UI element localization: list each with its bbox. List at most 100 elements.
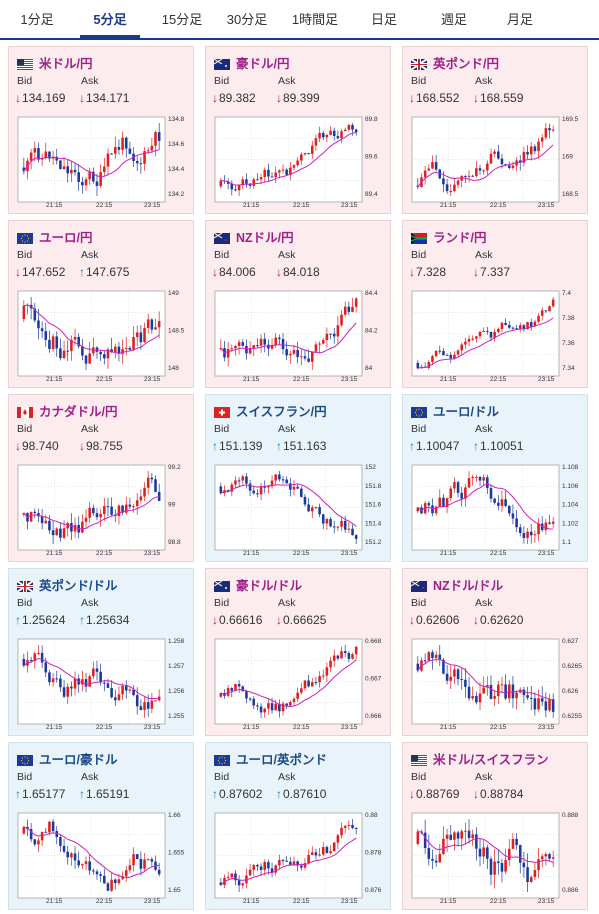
pair-name[interactable]: 豪ドル/円 <box>236 56 290 71</box>
rate-card[interactable]: スイスフラン/円 Bid Ask ↑151.139 ↑151.163 152 151.8 15… <box>205 394 391 562</box>
tab-日足[interactable]: 日足 <box>370 12 397 27</box>
y-tick-label: 0.667 <box>365 676 382 683</box>
tab-月足[interactable]: 月足 <box>506 12 533 27</box>
bid-label: Bid <box>17 597 33 609</box>
x-tick-label: 22:15 <box>96 202 113 209</box>
rate-card[interactable]: 豪ドル/円 Bid Ask ↓89.382 ↓89.399 89.8 89.6 89.4 21:… <box>205 46 391 214</box>
ask-value-text: 0.87610 <box>283 787 327 801</box>
ask-value: ↓0.88784 <box>473 787 523 801</box>
rate-card[interactable]: NZドル/円 Bid Ask ↓84.006 ↓84.018 84.4 84.2 84 21:1… <box>205 220 391 388</box>
ask-value: ↑147.675 <box>79 265 129 279</box>
pair-name[interactable]: ユーロ/豪ドル <box>39 752 118 767</box>
y-tick-label: 0.6265 <box>562 663 582 670</box>
mini-candlestick-chart[interactable]: 0.627 0.6265 0.626 0.6255 21:15 22:15 23:15 <box>410 633 582 731</box>
x-tick-label: 23:15 <box>341 898 358 905</box>
x-tick-label: 23:15 <box>144 898 161 905</box>
pair-name[interactable]: 英ポンド/ドル <box>39 578 118 593</box>
pair-name[interactable]: ユーロ/ドル <box>433 404 499 419</box>
pair-name[interactable]: 米ドル/スイスフラン <box>433 752 549 767</box>
bid-value: ↓147.652 <box>15 265 65 279</box>
ask-label: Ask <box>278 771 296 783</box>
x-tick-label: 22:15 <box>490 376 507 383</box>
pair-name[interactable]: ユーロ/英ポンド <box>236 752 327 767</box>
mini-candlestick-chart[interactable]: 1.108 1.106 1.104 1.102 1.1 21:15 22:15 23:15 <box>410 459 582 557</box>
ch-flag-icon <box>214 405 230 418</box>
y-tick-label: 0.886 <box>562 887 579 894</box>
arrow-down-icon: ↓ <box>15 439 21 453</box>
ask-value-text: 0.62620 <box>480 613 524 627</box>
tab-1時間足[interactable]: 1時間足 <box>291 12 339 27</box>
ask-value: ↓89.399 <box>276 91 320 105</box>
pair-name[interactable]: ユーロ/円 <box>39 230 93 245</box>
pair-name[interactable]: NZドル/円 <box>236 230 294 245</box>
mini-candlestick-chart[interactable]: 1.258 1.257 1.256 1.255 21:15 22:15 23:15 <box>16 633 188 731</box>
ask-label: Ask <box>81 75 99 87</box>
mini-candlestick-chart[interactable]: 89.8 89.6 89.4 21:15 22:15 23:15 <box>213 111 385 209</box>
x-tick-label: 22:15 <box>293 898 310 905</box>
ask-label: Ask <box>81 423 99 435</box>
y-tick-label: 99.2 <box>168 464 181 471</box>
rate-card[interactable]: ユーロ/英ポンド Bid Ask ↑0.87602 ↑0.87610 0.88 0.878 0… <box>205 742 391 910</box>
x-tick-label: 22:15 <box>293 550 310 557</box>
rate-card[interactable]: 米ドル/スイスフラン Bid Ask ↓0.88769 ↓0.88784 0.888 0.8… <box>402 742 588 910</box>
y-tick-label: 1.256 <box>168 688 185 695</box>
rate-card[interactable]: カナダドル/円 Bid Ask ↓98.740 ↓98.755 99.2 99 98.8 21:… <box>8 394 194 562</box>
y-tick-label: 1.108 <box>562 464 579 471</box>
mini-candlestick-chart[interactable]: 1.66 1.655 1.65 21:15 22:15 23:15 <box>16 807 188 905</box>
x-tick-label: 23:15 <box>538 724 555 731</box>
mini-candlestick-chart[interactable]: 0.88 0.878 0.876 21:15 22:15 23:15 <box>213 807 385 905</box>
arrow-up-icon: ↑ <box>409 439 415 453</box>
rate-card[interactable]: ユーロ/ドル Bid Ask ↑1.10047 ↑1.10051 1.108 1.106 1.… <box>402 394 588 562</box>
pair-name[interactable]: NZドル/ドル <box>433 578 504 593</box>
mini-candlestick-chart[interactable]: 169.5 169 168.5 21:15 22:15 23:15 <box>410 111 582 209</box>
bid-label: Bid <box>214 249 230 261</box>
rate-card[interactable]: ランド/円 Bid Ask ↓7.328 ↓7.337 7.4 7.38 7.36 7.34 21… <box>402 220 588 388</box>
eu-flag-icon <box>214 753 230 766</box>
pair-name[interactable]: 豪ドル/ドル <box>236 578 302 593</box>
tab-1分足[interactable]: 1分足 <box>20 12 54 27</box>
ask-value-text: 89.399 <box>283 91 320 105</box>
y-tick-label: 1.66 <box>168 812 181 819</box>
mini-candlestick-chart[interactable]: 7.4 7.38 7.36 7.34 21:15 22:15 23:15 <box>410 285 582 383</box>
tab-週足[interactable]: 週足 <box>440 12 467 27</box>
pair-name[interactable]: ランド/円 <box>433 230 487 245</box>
rate-card[interactable]: 豪ドル/ドル Bid Ask ↓0.66616 ↓0.66625 0.668 0.667 0.… <box>205 568 391 736</box>
mini-candlestick-chart[interactable]: 99.2 99 98.8 21:15 22:15 23:15 <box>16 459 188 557</box>
arrow-down-icon: ↓ <box>79 91 85 105</box>
tab-30分足[interactable]: 30分足 <box>226 12 268 27</box>
y-tick-label: 7.4 <box>562 290 571 297</box>
bid-label: Bid <box>214 771 230 783</box>
ask-value-text: 1.10051 <box>480 439 524 453</box>
rate-card[interactable]: ユーロ/円 Bid Ask ↓147.652 ↑147.675 149 148.5 148 21… <box>8 220 194 388</box>
pair-name[interactable]: 米ドル/円 <box>39 56 93 71</box>
mini-candlestick-chart[interactable]: 152 151.8 151.6 151.4 151.2 21:15 22:15 23:15 <box>213 459 385 557</box>
pair-name[interactable]: カナダドル/円 <box>39 404 118 419</box>
bid-value-text: 0.62606 <box>416 613 460 627</box>
card-header: カナダドル/円 <box>17 401 117 419</box>
mini-candlestick-chart[interactable]: 0.668 0.667 0.666 21:15 22:15 23:15 <box>213 633 385 731</box>
rate-card[interactable]: 英ポンド/ドル Bid Ask ↑1.25624 ↑1.25634 1.258 1.257 1… <box>8 568 194 736</box>
ask-value: ↓84.018 <box>276 265 320 279</box>
bid-value: ↓7.328 <box>409 265 446 279</box>
ask-label: Ask <box>81 597 99 609</box>
mini-candlestick-chart[interactable]: 134.8 134.6 134.4 134.2 21:15 22:15 23:15 <box>16 111 188 209</box>
tab-5分足[interactable]: 5分足 <box>80 0 140 38</box>
arrow-up-icon: ↑ <box>15 613 21 627</box>
mini-candlestick-chart[interactable]: 84.4 84.2 84 21:15 22:15 23:15 <box>213 285 385 383</box>
rate-card[interactable]: 米ドル/円 Bid Ask ↓134.169 ↓134.171 134.8 134.6 134… <box>8 46 194 214</box>
rate-card[interactable]: 英ポンド/円 Bid Ask ↓168.552 ↓168.559 169.5 169 168.… <box>402 46 588 214</box>
rate-card[interactable]: ユーロ/豪ドル Bid Ask ↑1.65177 ↑1.65191 1.66 1.655 1.… <box>8 742 194 910</box>
gb-flag-icon <box>16 579 34 593</box>
pair-name[interactable]: スイスフラン/円 <box>236 404 327 419</box>
mini-candlestick-chart[interactable]: 149 148.5 148 21:15 22:15 23:15 <box>16 285 188 383</box>
ask-value: ↓134.171 <box>79 91 129 105</box>
x-tick-label: 23:15 <box>144 550 161 557</box>
rate-card[interactable]: NZドル/ドル Bid Ask ↓0.62606 ↓0.62620 0.627 0.6265… <box>402 568 588 736</box>
ask-value-text: 7.337 <box>480 265 511 279</box>
x-tick-label: 22:15 <box>293 202 310 209</box>
pair-name[interactable]: 英ポンド/円 <box>433 56 499 71</box>
card-header: ランド/円 <box>410 227 487 245</box>
bid-label: Bid <box>17 771 33 783</box>
tab-15分足[interactable]: 15分足 <box>161 12 203 27</box>
mini-candlestick-chart[interactable]: 0.888 0.886 21:15 22:15 23:15 <box>410 807 582 905</box>
